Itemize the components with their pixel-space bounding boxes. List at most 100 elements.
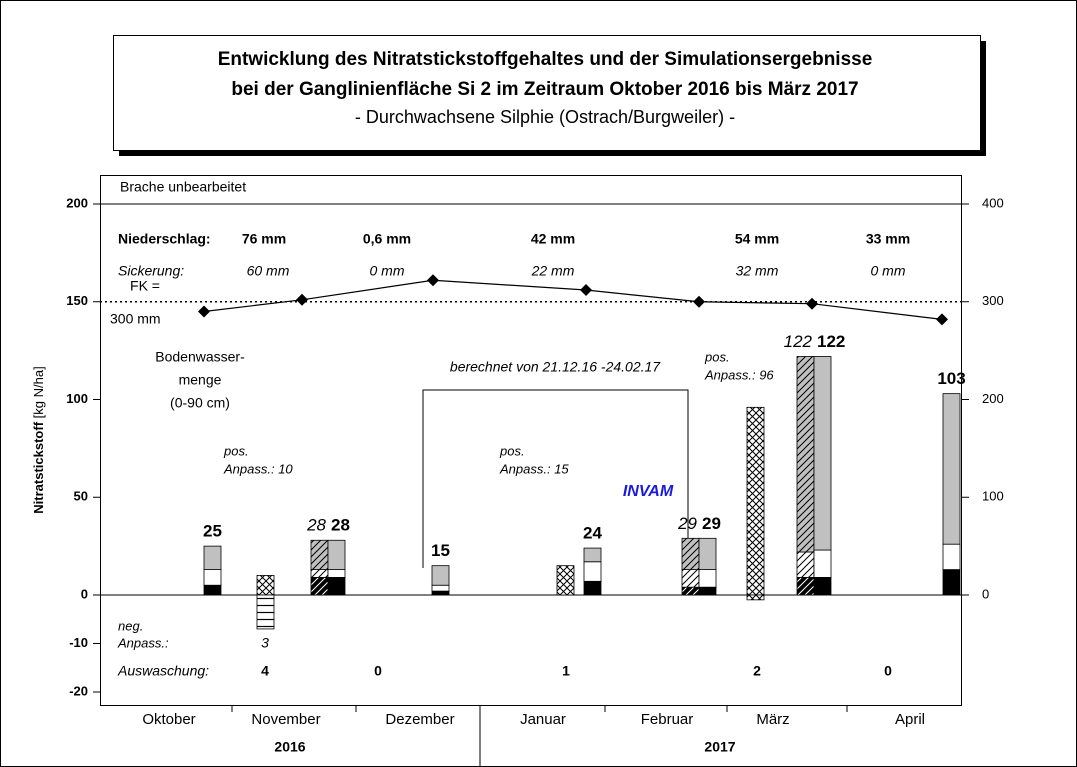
soil-water-point	[693, 295, 705, 308]
annotation: Bodenwasser-	[155, 349, 245, 365]
bar-segment	[942, 569, 961, 596]
annotation: Anpass.: 10	[223, 461, 293, 476]
soil-water-point	[427, 274, 439, 287]
y2-tick-label: 400	[982, 195, 1004, 210]
x-tick-label: Januar	[520, 711, 566, 728]
bar-segment	[942, 393, 961, 545]
y-tick-label: -10	[69, 635, 88, 650]
y-label-unit: [kg N/ha]	[31, 366, 46, 418]
x-tick-label: April	[895, 711, 925, 728]
leaching: 0	[884, 663, 892, 679]
bar-segment	[556, 565, 575, 596]
y2-tick-label: 100	[982, 489, 1004, 504]
row-label: Sickerung:	[118, 263, 184, 279]
y-axis-label: Nitratstickstoff [kg N/ha]	[31, 366, 46, 513]
annotation: Anpass.: 15	[499, 461, 569, 476]
annotation: pos.	[499, 443, 525, 458]
bar-segment	[681, 586, 700, 596]
year-label: 2016	[274, 739, 305, 755]
y2-tick-label: 0	[982, 586, 989, 601]
precip: 42 mm	[531, 231, 575, 247]
title-box	[113, 35, 981, 151]
bar-segment	[796, 577, 815, 596]
bar-segment	[256, 575, 275, 596]
bar-segment	[942, 543, 961, 570]
bar-segment	[813, 356, 832, 551]
bracket	[422, 389, 689, 568]
bar-segment	[310, 539, 329, 570]
bar-segment	[796, 356, 815, 553]
leaching: 2	[753, 663, 761, 679]
bar-segment	[698, 586, 717, 596]
x-tick-label: Oktober	[142, 711, 195, 728]
title: bei der Ganglinienfläche Si 2 im Zeitrau…	[231, 79, 858, 100]
bar-segment	[431, 565, 450, 586]
leaching: 1	[562, 663, 570, 679]
leaching: 4	[261, 663, 269, 679]
soil-water-point	[806, 297, 818, 310]
bar-segment	[681, 569, 700, 588]
annotation: neg.	[118, 618, 143, 633]
bar-label: 103	[937, 369, 965, 388]
seepage: 0 mm	[370, 263, 405, 279]
bar-segment	[583, 561, 602, 582]
soil-water-line	[203, 279, 943, 320]
x-tick-label: November	[251, 711, 320, 728]
bar-segment	[698, 569, 717, 588]
bar-label: 24	[583, 524, 602, 543]
y-tick-label: 0	[81, 586, 88, 601]
y-label-bold: Nitratstickstoff	[31, 421, 46, 513]
year-label: 2017	[704, 739, 735, 755]
bar-segment	[583, 547, 602, 563]
bar-segment	[327, 577, 346, 596]
bar-segment	[431, 590, 450, 596]
annotation: berechnet von 21.12.16 -24.02.17	[450, 359, 661, 375]
bar-segment	[746, 406, 765, 596]
y2-tick-label: 300	[982, 293, 1004, 308]
bar-segment	[256, 594, 275, 630]
x-tick-label: März	[756, 711, 789, 728]
annotation: pos.	[704, 349, 730, 364]
bar-segment	[203, 584, 222, 596]
annotation: Brache unbearbeitet	[120, 179, 246, 195]
plot-frame	[100, 175, 962, 706]
annotation: pos.	[223, 443, 249, 458]
bar-segment	[327, 569, 346, 578]
leaching: 0	[374, 663, 382, 679]
subtitle: - Durchwachsene Silphie (Ostrach/Burgwei…	[355, 107, 735, 127]
bar-label: 28	[306, 516, 326, 535]
bar-segment	[327, 539, 346, 570]
bar-label: 28	[331, 516, 350, 535]
annotation: 300 mm	[110, 311, 161, 327]
x-tick-label: Dezember	[385, 711, 454, 728]
annotation: menge	[179, 372, 222, 388]
bar-segment	[310, 569, 329, 578]
annotation: Anpass.: 96	[704, 367, 774, 382]
x-tick-label: Februar	[641, 711, 694, 728]
seepage: 0 mm	[871, 263, 906, 279]
bar-segment	[746, 594, 765, 601]
bar-segment	[813, 577, 832, 596]
bar-segment	[583, 580, 602, 596]
bar-segment	[813, 549, 832, 578]
precip: 33 mm	[866, 231, 910, 247]
precip: 54 mm	[735, 231, 779, 247]
y-tick-label: 150	[66, 293, 88, 308]
bar-segment	[431, 584, 450, 592]
bar-label: 25	[203, 522, 222, 541]
bar-segment	[698, 537, 717, 570]
y-tick-label: 100	[66, 391, 88, 406]
soil-water-point	[580, 284, 592, 297]
bar-label: 15	[431, 541, 450, 560]
soil-water-point	[198, 305, 210, 318]
annotation: INVAM	[623, 483, 674, 500]
seepage: 60 mm	[247, 263, 290, 279]
bar-segment	[203, 545, 222, 570]
soil-water-point	[296, 293, 308, 306]
title: Entwicklung des Nitratstickstoffgehaltes…	[218, 49, 873, 70]
annotation: (0-90 cm)	[170, 395, 230, 411]
soil-water-point	[936, 313, 948, 326]
bar-segment	[310, 577, 329, 596]
bar-label: 122	[784, 332, 813, 351]
